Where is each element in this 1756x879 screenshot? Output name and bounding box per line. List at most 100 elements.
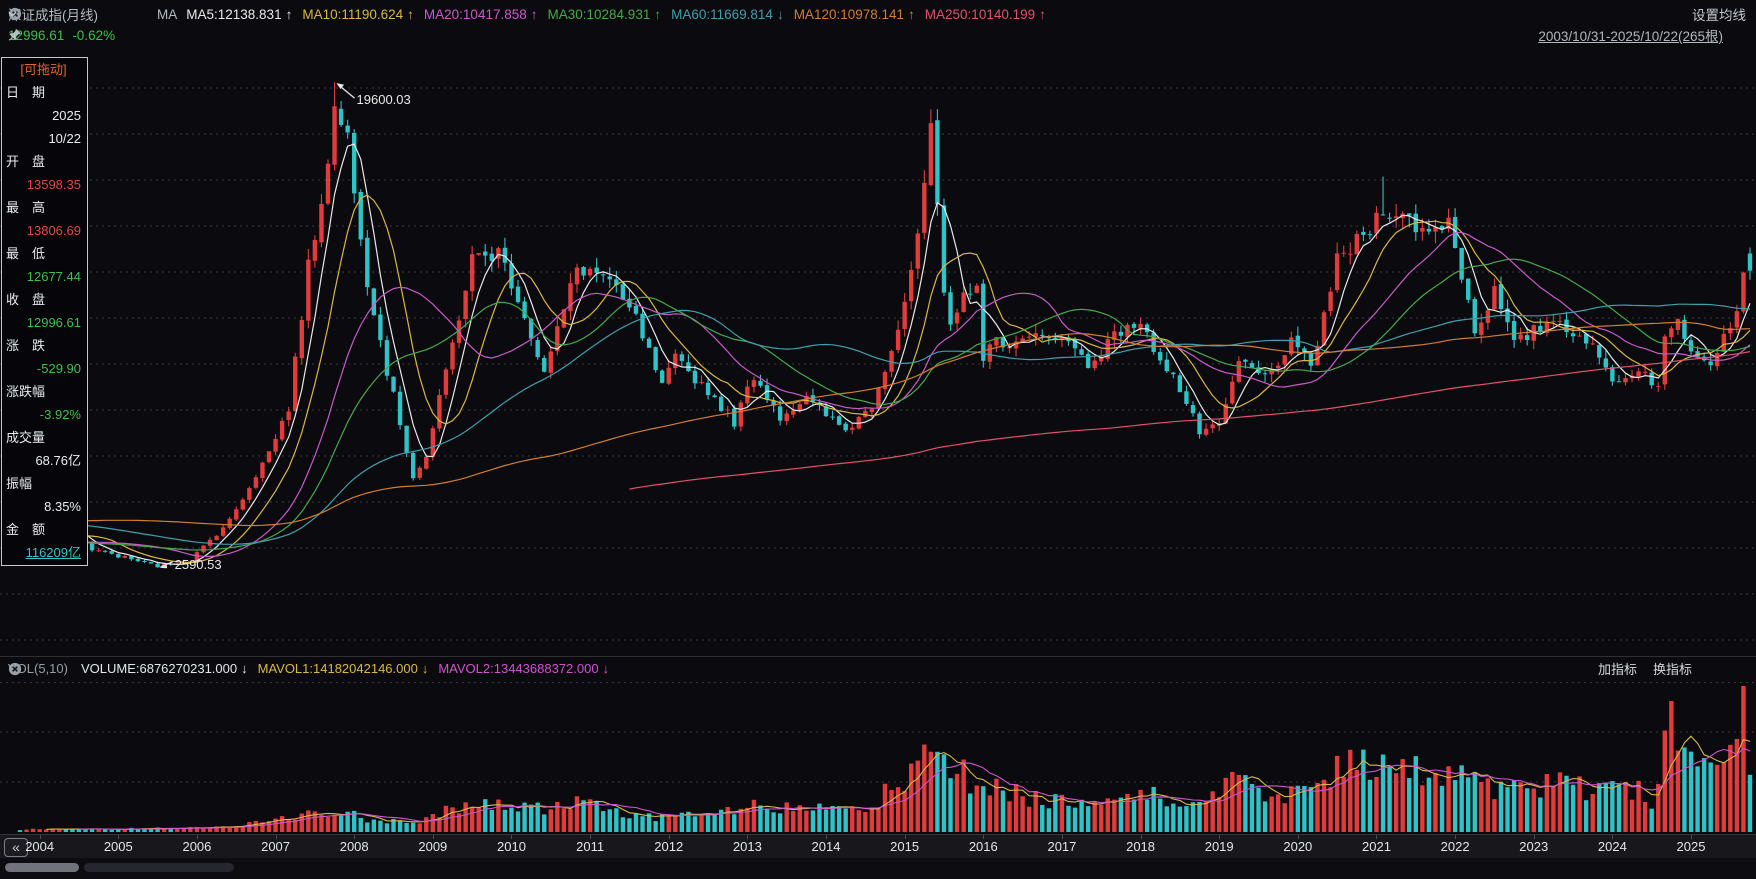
year-label: 2006 — [182, 839, 212, 854]
year-label: 2021 — [1362, 839, 1391, 854]
vol-gear-icon[interactable] — [9, 661, 1720, 676]
info-row-label: 振幅 — [6, 476, 33, 491]
year-tick — [1612, 835, 1614, 839]
year-label: 2019 — [1204, 839, 1234, 854]
year-tick — [196, 835, 198, 839]
year-label: 2023 — [1519, 839, 1549, 854]
ma-250-line — [629, 351, 1751, 490]
year-label: 2020 — [1283, 839, 1313, 854]
year-label: 2018 — [1126, 839, 1156, 854]
drag-handle-label[interactable]: [可拖动] — [20, 62, 67, 77]
ma-group-label: MA — [157, 6, 178, 22]
time-axis: « 2004 2005 2006 2007 2008 2009 2010 2011 2012 20… — [0, 834, 1756, 858]
arrow-up-icon: ↑ — [407, 6, 414, 22]
year-tick — [747, 835, 749, 839]
arrow-down-icon: ↓ — [241, 661, 248, 676]
ma-legend: MA5:12138.831 ↑ MA10:11190.624 ↑ MA20:10417.… — [186, 7, 1056, 22]
year-tick — [1219, 835, 1221, 839]
info-row-label: 最 低 — [6, 246, 46, 261]
main-gridlines — [0, 87, 1756, 641]
annotations: 19600.03 2590.53 — [159, 83, 411, 572]
info-row-value: 13598.35 — [26, 177, 81, 192]
legend-item: MA120:10978.141 ↑ — [794, 7, 915, 22]
legend-text: MA60:11669.814 — [671, 6, 773, 22]
year-label: 2010 — [497, 839, 526, 854]
main-price-chart[interactable]: 19600.03 2590.53 — [0, 45, 1756, 657]
arrow-down-icon: ↓ — [421, 661, 429, 676]
volume-legend: VOLUME:6876270231.000 ↓ MAVOL1:14182042146… — [81, 661, 619, 676]
legend-text: MAVOL2:13443688372.000 — [438, 661, 599, 676]
legend-text: MA10:11190.624 — [302, 6, 404, 22]
year-label: 2008 — [339, 839, 369, 854]
legend-item: MA10:11190.624 ↑ — [302, 7, 414, 22]
close-icon[interactable] — [8, 7, 146, 22]
year-tick — [1376, 835, 1378, 839]
ma-20-line — [19, 231, 1751, 557]
legend-item: MAVOL1:14182042146.000 ↓ — [258, 661, 429, 676]
mavol-10-line — [78, 747, 1751, 830]
scrollbar-thumb[interactable] — [5, 863, 79, 872]
arrow-up-icon: ↑ — [285, 6, 293, 22]
gear-icon[interactable] — [9, 7, 122, 22]
year-tick — [511, 835, 513, 839]
year-tick — [432, 835, 434, 839]
year-label: 2007 — [261, 839, 291, 854]
info-row-label: 涨跌幅 — [6, 384, 46, 399]
year-label: 2004 — [25, 839, 55, 854]
year-tick — [1455, 835, 1457, 839]
legend-text: MA30:10284.931 — [547, 6, 651, 22]
legend-item: MA20:10417.858 ↑ — [424, 7, 538, 22]
high-annotation: 19600.03 — [357, 92, 411, 107]
volume-bars — [17, 686, 1753, 832]
year-label: 2013 — [732, 839, 762, 854]
info-row-value: 2025 — [52, 108, 81, 123]
price-subheader: 12996.61 -0.62% 2003/10/31-2025/10/22(26… — [8, 26, 1746, 45]
volume-header: VOL(5,10) VOLUME:6876270231.000 ↓ MAVOL1:1… — [8, 658, 1748, 679]
legend-text: MA20:10417.858 — [423, 6, 527, 22]
year-label: 2009 — [418, 839, 448, 854]
legend-text: MA250:10140.199 — [924, 6, 1036, 22]
year-label: 2024 — [1597, 839, 1627, 854]
legend-item: MA30:10284.931 ↑ — [548, 7, 662, 22]
volume-chart[interactable] — [0, 682, 1756, 833]
info-row-value: 13806.69 — [26, 223, 81, 238]
ma-120-line — [19, 321, 1751, 527]
info-panel[interactable]: [可拖动] 日 期 2025 10/22 开 盘 13598.35 最 高 13806.69… — [1, 57, 88, 566]
info-row-label: 日 期 — [6, 85, 46, 100]
legend-item: MA5:12138.831 ↑ — [186, 7, 292, 22]
info-row-value: 8.35% — [44, 499, 81, 514]
year-tick — [1533, 835, 1535, 839]
legend-item: VOLUME:6876270231.000 ↓ — [81, 661, 248, 676]
year-label: 2025 — [1676, 839, 1706, 854]
info-row-value: 68.76亿 — [35, 453, 81, 468]
legend-text: MA5:12138.831 — [186, 6, 282, 22]
pin-icon[interactable] — [8, 28, 1746, 43]
add-indicator-button[interactable]: 加指标 — [1597, 662, 1637, 677]
year-tick — [1061, 835, 1063, 839]
year-tick — [826, 835, 828, 839]
legend-item: MAVOL2:13443688372.000 ↓ — [438, 661, 609, 676]
arrow-down-icon: ↓ — [776, 6, 784, 22]
info-row-label: 最 高 — [6, 200, 46, 215]
year-tick — [904, 835, 906, 839]
legend-text: MAVOL1:14182042146.000 — [257, 661, 418, 676]
horizontal-scrollbar[interactable] — [0, 858, 1756, 879]
ma-settings-button[interactable]: 设置均线 — [8, 4, 1746, 24]
mavol-5-line — [46, 735, 1751, 831]
switch-indicator-button[interactable]: 换指标 — [1652, 662, 1692, 677]
year-label: 2012 — [654, 839, 684, 854]
year-label: 2015 — [890, 839, 920, 854]
ma-30-line — [19, 258, 1751, 551]
date-range-link[interactable]: 2003/10/31-2025/10/22(265根) — [1538, 29, 1723, 44]
legend-item: MA60:11669.814 ↓ — [671, 7, 784, 22]
info-row-value: -529.90 — [36, 361, 81, 376]
change-percent: -0.62% — [72, 27, 116, 43]
year-label: 2014 — [811, 839, 841, 854]
year-label: 2016 — [968, 839, 998, 854]
year-tick — [1140, 835, 1142, 839]
info-row-value: 116209亿 — [25, 545, 81, 560]
vol-close-icon[interactable] — [8, 661, 1748, 676]
scroll-left-button[interactable]: « — [4, 838, 28, 857]
mavol-lines — [46, 735, 1751, 831]
